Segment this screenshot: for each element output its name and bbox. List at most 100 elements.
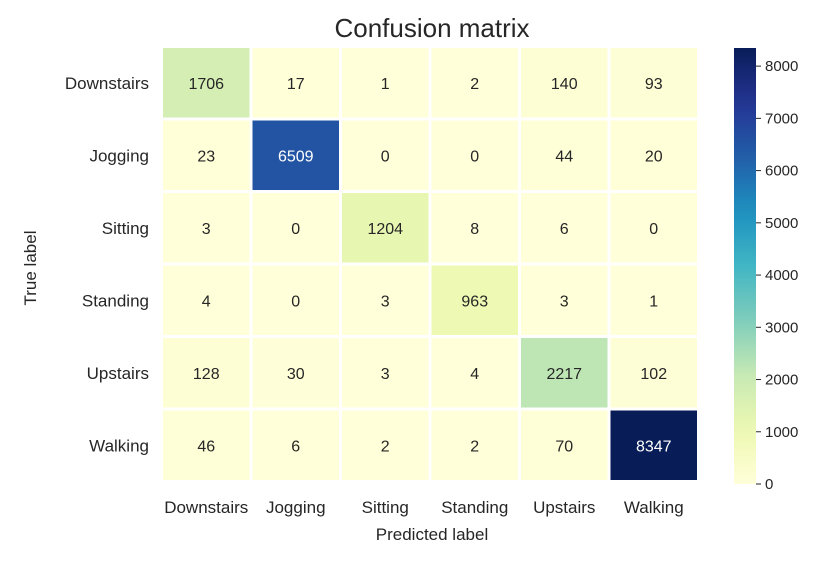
cell-value-label: 20	[645, 148, 663, 165]
colorbar-tick-label: 4000	[765, 267, 798, 284]
cell-value-label: 17	[287, 76, 305, 93]
heatmap-cell	[163, 338, 250, 408]
colorbar-tick-label: 3000	[765, 319, 798, 336]
cell-value-label: 46	[197, 438, 215, 455]
heatmap-cell	[163, 120, 250, 190]
cell-value-label: 1	[649, 293, 658, 310]
heatmap-cell	[431, 48, 518, 118]
heatmap-cell	[163, 410, 250, 480]
y-tick-label: Walking	[89, 436, 149, 455]
cell-value-label: 2	[470, 438, 479, 455]
colorbar-tick-label: 0	[765, 476, 773, 493]
cell-value-label: 0	[381, 148, 390, 165]
heatmap-cell	[521, 193, 608, 263]
cell-value-label: 0	[470, 148, 479, 165]
y-tick-label: Upstairs	[87, 364, 149, 383]
y-tick-label: Sitting	[102, 219, 149, 238]
y-tick-label: Jogging	[89, 146, 149, 165]
cell-value-label: 0	[291, 221, 300, 238]
cell-value-label: 3	[560, 293, 569, 310]
cell-value-label: 8	[470, 221, 479, 238]
y-tick-label: Downstairs	[65, 74, 149, 93]
heatmap-cell	[431, 120, 518, 190]
x-tick-label: Upstairs	[533, 498, 595, 517]
heatmap-cell	[252, 265, 339, 335]
cell-value-label: 6	[560, 221, 569, 238]
colorbar-tick-label: 7000	[765, 110, 798, 127]
cell-value-label: 6509	[278, 148, 314, 165]
colorbar: 0 1000 2000 3000 4000 5000 6000 7000 8000	[734, 48, 798, 493]
heatmap-cell	[521, 48, 608, 118]
heatmap-cell	[252, 338, 339, 408]
cell-value-label: 1706	[188, 76, 224, 93]
colorbar-tick-label: 5000	[765, 215, 798, 232]
colorbar-tick-label: 8000	[765, 58, 798, 75]
cell-value-label: 1204	[367, 221, 403, 238]
heatmap-cell	[163, 48, 250, 118]
cell-value-label: 70	[555, 438, 573, 455]
colorbar-tick-label: 6000	[765, 163, 798, 180]
heatmap-cell	[342, 338, 429, 408]
cell-value-label: 2217	[546, 366, 582, 383]
heatmap-cell	[342, 410, 429, 480]
heatmap-cell	[163, 193, 250, 263]
heatmap-cell	[342, 48, 429, 118]
y-tick-label: Standing	[82, 291, 149, 310]
cell-value-label: 6	[291, 438, 300, 455]
cell-value-label: 44	[555, 148, 573, 165]
heatmap-cell	[610, 48, 697, 118]
heatmap-cell	[431, 265, 518, 335]
heatmap-cell	[431, 410, 518, 480]
heatmap-cell	[252, 48, 339, 118]
y-tick-labels: Downstairs Jogging Sitting Standing Upstairs…	[65, 74, 149, 456]
x-tick-label: Downstairs	[164, 498, 248, 517]
heatmap-cell	[252, 410, 339, 480]
cell-value-label: 963	[461, 293, 488, 310]
colorbar-tick-label: 1000	[765, 424, 798, 441]
cell-value-label: 8347	[636, 438, 672, 455]
colorbar-gradient	[734, 48, 756, 484]
heatmap-cell	[521, 338, 608, 408]
heatmap-cell	[521, 265, 608, 335]
cell-value-label: 2	[381, 438, 390, 455]
x-tick-label: Jogging	[266, 498, 326, 517]
cell-value-label: 2	[470, 76, 479, 93]
cell-value-label: 93	[645, 76, 663, 93]
x-tick-label: Sitting	[362, 498, 409, 517]
chart-title: Confusion matrix	[334, 13, 529, 43]
y-axis-label: True label	[21, 231, 40, 306]
heatmap-cell	[342, 193, 429, 263]
cell-value-label: 0	[649, 221, 658, 238]
cell-value-label: 3	[381, 293, 390, 310]
cell-value-label: 102	[640, 366, 667, 383]
cell-value-label: 4	[470, 366, 479, 383]
heatmap-cell	[610, 120, 697, 190]
cell-value-label: 0	[291, 293, 300, 310]
cell-value-label: 1	[381, 76, 390, 93]
cell-value-label: 140	[551, 76, 578, 93]
heatmap-cell	[342, 120, 429, 190]
heatmap-cell	[610, 410, 697, 480]
x-tick-label: Walking	[624, 498, 684, 517]
cell-value-label: 3	[381, 366, 390, 383]
x-axis-label: Predicted label	[376, 525, 488, 544]
heatmap-cell	[252, 193, 339, 263]
cell-value-label: 128	[193, 366, 220, 383]
heatmap-cell	[431, 193, 518, 263]
x-tick-label: Standing	[441, 498, 508, 517]
heatmap-cell	[610, 338, 697, 408]
heatmap-cell	[431, 338, 518, 408]
heatmap-cell	[252, 120, 339, 190]
heatmap-cell	[610, 193, 697, 263]
heatmap-cell	[342, 265, 429, 335]
heatmap-cell	[521, 410, 608, 480]
colorbar-tick-label: 2000	[765, 372, 798, 389]
heatmap-cell	[521, 120, 608, 190]
x-tick-labels: Downstairs Jogging Sitting Standing Upstairs…	[164, 498, 683, 517]
cell-value-label: 3	[202, 221, 211, 238]
cell-value-label: 4	[202, 293, 211, 310]
cell-value-label: 23	[197, 148, 215, 165]
